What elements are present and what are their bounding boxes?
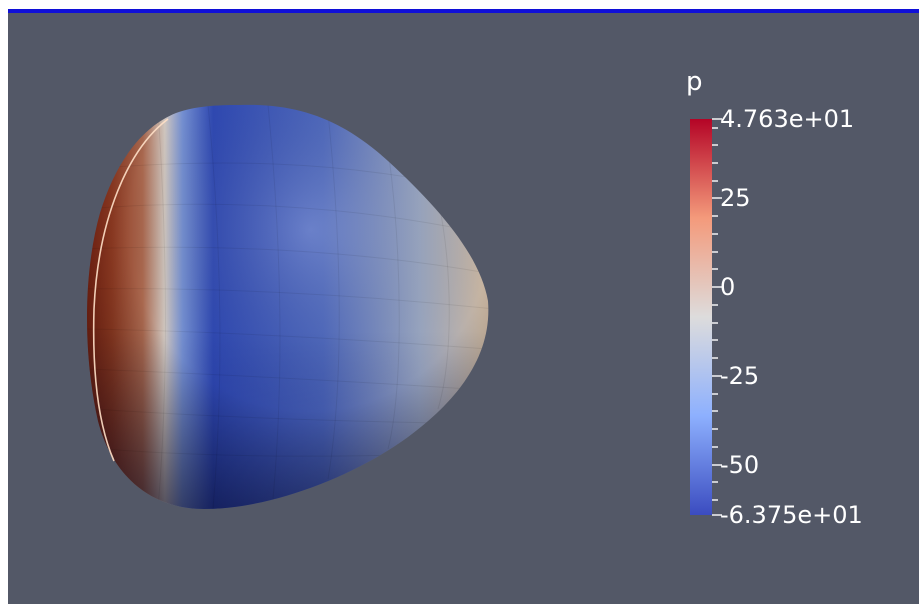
scalar-bar-title: p (686, 67, 703, 97)
scalar-bar-min-label: -6.375e+01 (720, 501, 863, 529)
scalar-bar-label-0: 0 (720, 273, 736, 301)
scalar-bar-label-25: 25 (720, 184, 751, 212)
scalar-bar-label-minus-25: -25 (720, 362, 760, 390)
scalar-bar-label-minus-50: -50 (720, 451, 760, 479)
active-view-highlight (8, 9, 919, 13)
render-view[interactable]: p 4.763e+01 25 0 -25 -50 -6.375e+01 (8, 9, 919, 604)
color-bar (690, 119, 712, 515)
scalar-bar-max-label: 4.763e+01 (720, 105, 855, 133)
pressure-surface-render[interactable] (8, 9, 919, 604)
